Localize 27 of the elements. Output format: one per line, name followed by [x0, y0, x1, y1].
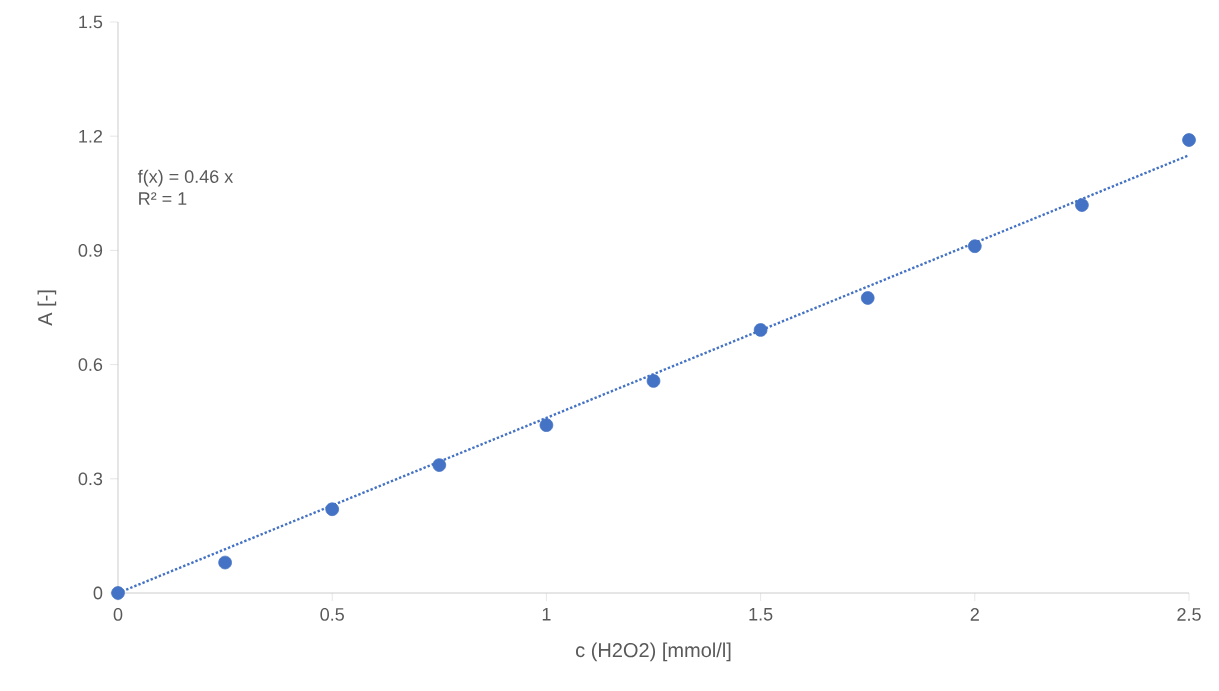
point	[968, 239, 982, 254]
point	[539, 418, 554, 432]
x-tick-label: 2.5	[1177, 608, 1201, 621]
y-axis-title: A [-]	[37, 290, 57, 326]
annotation: R² = 1	[139, 192, 187, 205]
y-tick-label: 0.3	[78, 472, 103, 486]
point	[111, 586, 125, 600]
point	[325, 502, 339, 517]
x-tick-label: 0.5	[320, 608, 344, 621]
point	[753, 323, 768, 337]
point	[218, 555, 232, 570]
x-tick-label: 0	[113, 608, 123, 621]
y-tick-label: 0	[93, 586, 103, 600]
point	[646, 374, 661, 388]
annotation: f(x) = 0.46 x	[137, 169, 234, 187]
y-tick-label: 1.2	[79, 129, 103, 143]
point	[1075, 198, 1089, 212]
x-axis-title: c (H2O2) [mmol/l]	[576, 642, 731, 662]
point	[1182, 133, 1196, 147]
point	[432, 458, 447, 472]
x-tick-label: 2	[970, 608, 979, 621]
point	[860, 291, 875, 305]
y-tick-label: 0.6	[78, 358, 103, 371]
y-tick-label: 0.9	[78, 244, 103, 257]
x-tick-label: 1	[542, 608, 551, 621]
y-tick-label: 1.5	[79, 15, 103, 29]
x-tick-label: 1.5	[749, 608, 773, 621]
